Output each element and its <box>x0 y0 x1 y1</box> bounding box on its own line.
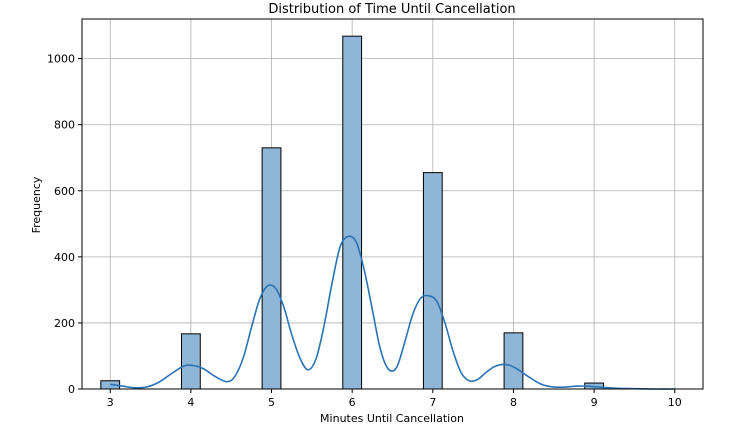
kde-curve-layer <box>110 235 675 390</box>
x-tick-label: 6 <box>349 396 356 409</box>
chart-title: Distribution of Time Until Cancellation <box>268 2 515 17</box>
x-tick-label: 8 <box>510 396 517 409</box>
y-tick-label: 1000 <box>47 53 75 66</box>
x-tick-label: 5 <box>268 396 275 409</box>
histogram-bar <box>422 172 443 390</box>
x-axis-label: Minutes Until Cancellation <box>320 412 464 425</box>
grid-lines <box>82 19 703 390</box>
x-tick-label: 10 <box>668 396 682 409</box>
y-tick-label: 400 <box>54 251 75 264</box>
y-tick-label: 800 <box>54 119 75 132</box>
x-axis-ticks: 3 4 5 6 7 8 9 10 <box>107 389 682 409</box>
y-tick-label: 0 <box>68 383 75 396</box>
histogram-bar <box>180 333 201 390</box>
kde-curve <box>110 235 675 390</box>
histogram-bar <box>342 35 363 390</box>
x-tick-label: 3 <box>107 396 114 409</box>
x-tick-label: 7 <box>429 396 436 409</box>
y-axis-label: Frequency <box>30 176 43 233</box>
y-axis-ticks: 0 200 400 600 800 1000 <box>47 53 82 396</box>
x-tick-label: 9 <box>591 396 598 409</box>
histogram-bar <box>261 147 282 390</box>
plot-frame <box>81 18 704 390</box>
x-tick-label: 4 <box>187 396 194 409</box>
histogram-bars <box>100 35 605 390</box>
y-tick-label: 200 <box>54 317 75 330</box>
axes-frame <box>81 18 704 390</box>
y-tick-label: 600 <box>54 185 75 198</box>
histogram-bar <box>503 332 524 390</box>
